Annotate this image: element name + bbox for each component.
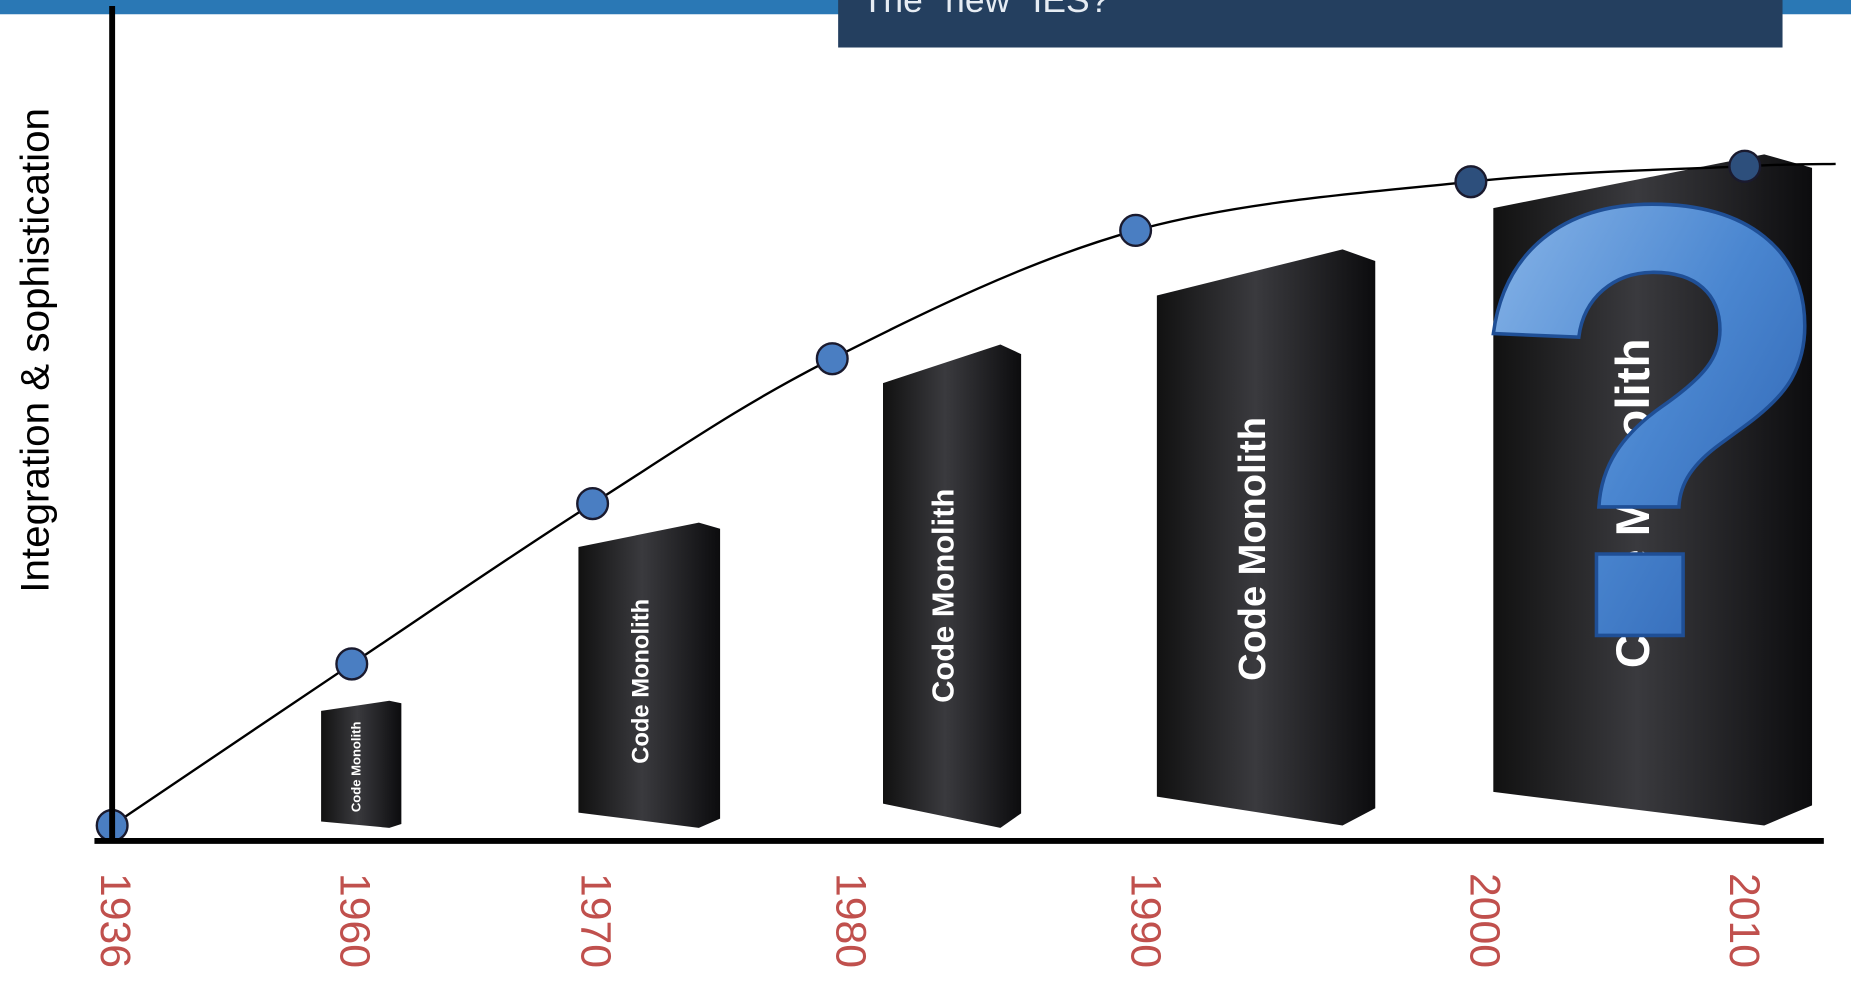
y-axis-label: Integration & sophistication [12, 108, 57, 593]
monolith-label: Code Monolith [349, 721, 364, 812]
question-mark: ? [1465, 78, 1840, 767]
monolith [1156, 249, 1376, 826]
year-label: 1980 [826, 873, 874, 968]
monolith [1493, 154, 1813, 826]
year-label: 1936 [91, 873, 139, 968]
monolith [883, 344, 1022, 828]
year-label: 1960 [331, 873, 379, 968]
year-label: 1970 [571, 873, 619, 968]
monolith-label: Code Monolith [1607, 338, 1660, 668]
timeline-point [815, 342, 849, 376]
monolith [578, 522, 721, 828]
year-label: 2000 [1460, 873, 1508, 968]
monolith [321, 700, 402, 828]
timeline-point [1119, 213, 1153, 248]
monolith-label: Code Monolith [925, 489, 960, 703]
year-label: 1990 [1122, 873, 1170, 968]
timeline-point [576, 486, 610, 521]
timeline-point [1454, 165, 1488, 199]
header-title: The "new" IES? [862, 0, 1110, 20]
monolith-label: Code Monolith [1232, 417, 1274, 681]
header-box [838, 0, 1783, 48]
year-label: 2010 [1720, 873, 1768, 968]
monolith-label: Code Monolith [628, 599, 654, 764]
timeline-point [1728, 149, 1762, 183]
timeline-point [335, 647, 369, 681]
